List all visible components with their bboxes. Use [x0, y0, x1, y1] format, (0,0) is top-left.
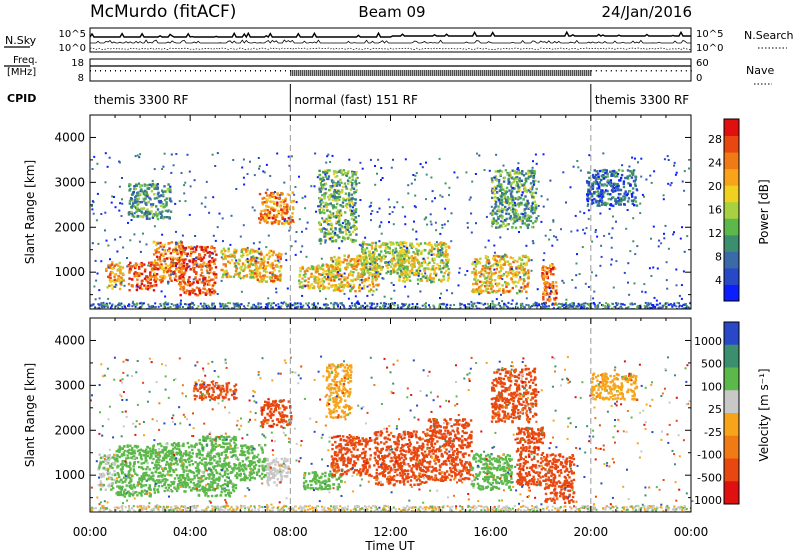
colorbar-tick: 500 [701, 358, 722, 371]
sky-noise-trace [89, 30, 691, 39]
time-axis: 00:00 04:00 08:00 12:00 16:00 20:00 00:00 [73, 525, 709, 539]
colorbar-swatch [724, 322, 739, 346]
y-tick-label: 2000 [54, 220, 85, 234]
freq-panel: Freq. [MHz] 18 8 60 0 Nave [4, 55, 774, 85]
n-sky-tick-top: 10^5 [59, 29, 86, 40]
n-sky-tick-bottom: 10^0 [59, 43, 86, 54]
colorbar-swatch [724, 218, 739, 236]
freq-traces [90, 65, 692, 76]
colorbar-swatch [724, 135, 739, 153]
colorbar-swatch [724, 284, 739, 302]
n-sky-label: N.Sky [5, 34, 37, 47]
n-search-label: N.Search [744, 29, 794, 42]
velocity-axes: 4000 3000 2000 1000 [54, 318, 692, 512]
freq-unit-label: [MHz] [7, 67, 36, 78]
power-axes: 4000 3000 2000 1000 [54, 115, 692, 309]
colorbar-tick: 8 [715, 251, 722, 264]
colorbar-swatch [724, 119, 739, 137]
cpid-segments: themis 3300 RF normal (fast) 151 RF themis… [94, 84, 689, 112]
power-ylabel: Slant Range [km] [23, 160, 37, 264]
colorbar-swatch [724, 413, 739, 437]
power-panel: 4000 3000 2000 1000 Slant Range [km] 28 24 20… [23, 114, 771, 310]
colorbar-tick: 28 [708, 133, 722, 146]
colorbar-swatch [724, 201, 739, 219]
y-tick-label: 1000 [54, 265, 85, 279]
y-tick-label: 1000 [54, 468, 85, 482]
n-search-tick-top: 10^5 [696, 29, 723, 40]
colorbar-swatch [724, 458, 739, 482]
velocity-colorbar: 1000 500 100 25 -25 -100 -500 -1000 [690, 321, 740, 507]
cpid-segment-label: normal (fast) 151 RF [294, 93, 418, 107]
time-axis-label: Time UT [364, 539, 415, 553]
freq-tick-top: 18 [71, 58, 84, 69]
colorbar-tick: -500 [697, 471, 722, 484]
freq-label: Freq. [13, 55, 38, 66]
colorbar-swatch [724, 367, 739, 391]
noise-traces [89, 30, 692, 50]
x-tick-label: 00:00 [73, 525, 108, 539]
date-title: 24/Jan/2016 [602, 3, 693, 21]
colorbar-swatch [724, 481, 739, 505]
nave-tick-bottom: 0 [696, 73, 702, 84]
search-noise-dotted [89, 47, 692, 50]
y-tick-label: 4000 [54, 333, 85, 347]
nave-label: Nave [746, 64, 774, 77]
colorbar-tick: -1000 [690, 494, 722, 507]
y-tick-label: 3000 [54, 378, 85, 392]
colorbar-swatch [724, 390, 739, 414]
velocity-colorbar-label: Velocity [m s⁻¹] [757, 368, 771, 461]
station-title: McMurdo (fitACF) [90, 2, 236, 22]
colorbar-swatch [724, 344, 739, 368]
colorbar-swatch [724, 267, 739, 285]
x-tick-label: 20:00 [574, 525, 609, 539]
colorbar-tick: 25 [708, 403, 722, 416]
colorbar-swatch [724, 435, 739, 459]
colorbar-tick: 1000 [694, 335, 722, 348]
search-noise-trace [90, 39, 691, 44]
nave-tick-top: 60 [696, 58, 709, 69]
colorbar-swatch [724, 152, 739, 170]
noise-panel: N.Sky 10^5 10^0 10^5 10^0 N.Search [4, 27, 794, 54]
power-scatter-data [90, 115, 691, 309]
colorbar-tick: 20 [708, 180, 722, 193]
x-tick-label: 04:00 [173, 525, 208, 539]
colorbar-tick: 4 [715, 274, 722, 287]
freq-tick-bottom: 8 [78, 73, 84, 84]
colorbar-swatch [724, 168, 739, 186]
colorbar-tick: -25 [704, 426, 722, 439]
x-tick-label: 12:00 [373, 525, 408, 539]
colorbar-tick: 100 [701, 380, 722, 393]
velocity-scatter-data [90, 318, 691, 512]
x-tick-label: 00:00 [674, 525, 709, 539]
colorbar-tick: 12 [708, 227, 722, 240]
x-tick-label: 08:00 [273, 525, 308, 539]
colorbar-swatch [724, 234, 739, 252]
y-tick-label: 2000 [54, 423, 85, 437]
cpid-segment-label: themis 3300 RF [595, 93, 689, 107]
cpid-panel: CPID themis 3300 RF normal (fast) 151 RF t… [7, 84, 689, 112]
velocity-ylabel: Slant Range [km] [23, 363, 37, 467]
power-colorbar-label: Power [dB] [757, 179, 771, 244]
colorbar-tick: -100 [697, 449, 722, 462]
velocity-panel: 4000 3000 2000 1000 Slant Range [km] 1000 50… [23, 317, 771, 513]
n-search-tick-bottom: 10^0 [696, 43, 723, 54]
x-tick-label: 16:00 [473, 525, 508, 539]
power-colorbar: 28 24 20 16 12 8 4 [708, 118, 740, 302]
y-tick-label: 4000 [54, 130, 85, 144]
y-tick-label: 3000 [54, 175, 85, 189]
cpid-label: CPID [7, 92, 36, 105]
beam-title: Beam 09 [358, 3, 425, 21]
colorbar-tick: 24 [708, 157, 722, 170]
colorbar-swatch [724, 185, 739, 203]
colorbar-tick: 16 [708, 204, 722, 217]
cpid-segment-label: themis 3300 RF [94, 93, 188, 107]
colorbar-swatch [724, 251, 739, 269]
